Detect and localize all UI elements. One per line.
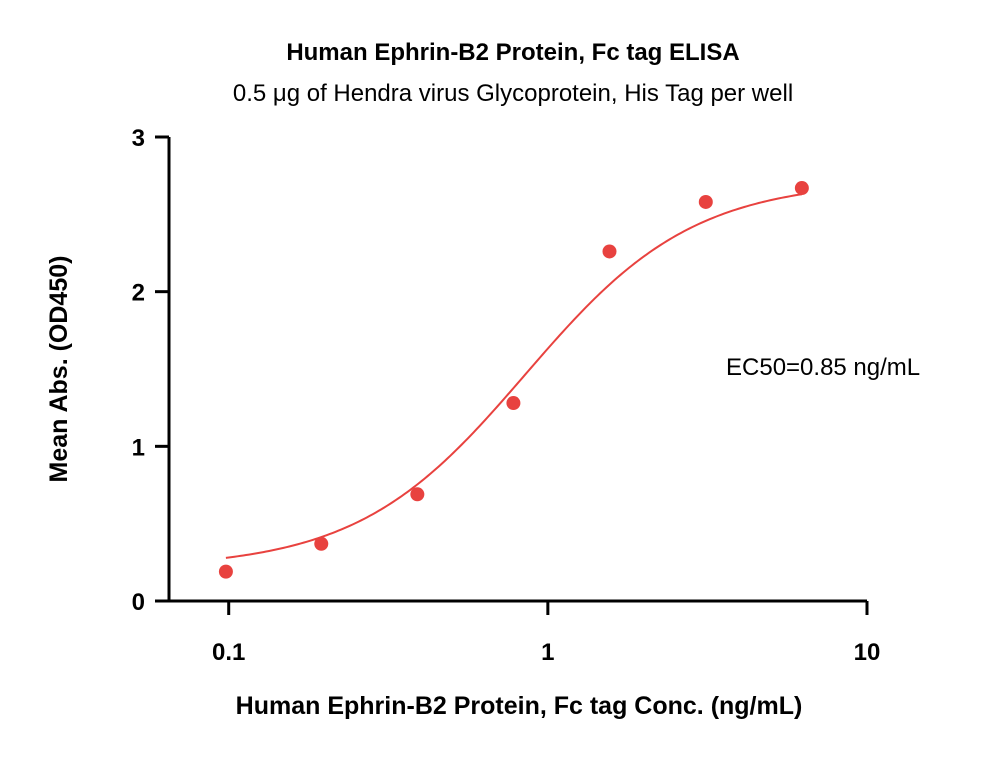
y-tick-label: 3 bbox=[132, 125, 145, 152]
data-point bbox=[314, 536, 329, 551]
y-tick-label: 0 bbox=[132, 589, 145, 616]
chart-subtitle: 0.5 μg of Hendra virus Glycoprotein, His… bbox=[233, 80, 793, 107]
y-tick-label: 1 bbox=[132, 434, 145, 461]
y-axis-label: Mean Abs. (OD450) bbox=[45, 256, 73, 483]
data-point bbox=[698, 194, 713, 209]
axes bbox=[167, 137, 867, 603]
y-tick-label: 2 bbox=[132, 280, 145, 307]
data-point bbox=[410, 487, 425, 502]
x-tick-label: 10 bbox=[854, 639, 881, 666]
data-point bbox=[602, 244, 617, 259]
data-point bbox=[794, 181, 809, 196]
data-point bbox=[218, 564, 233, 579]
data-point bbox=[506, 396, 521, 411]
chart-title: Human Ephrin-B2 Protein, Fc tag ELISA bbox=[286, 39, 739, 66]
x-tick-label: 0.1 bbox=[212, 639, 245, 666]
ec50-annotation: EC50=0.85 ng/mL bbox=[726, 354, 920, 381]
x-tick-label: 1 bbox=[541, 639, 554, 666]
x-axis-label: Human Ephrin-B2 Protein, Fc tag Conc. (n… bbox=[236, 692, 803, 720]
fit-curve bbox=[225, 193, 803, 559]
